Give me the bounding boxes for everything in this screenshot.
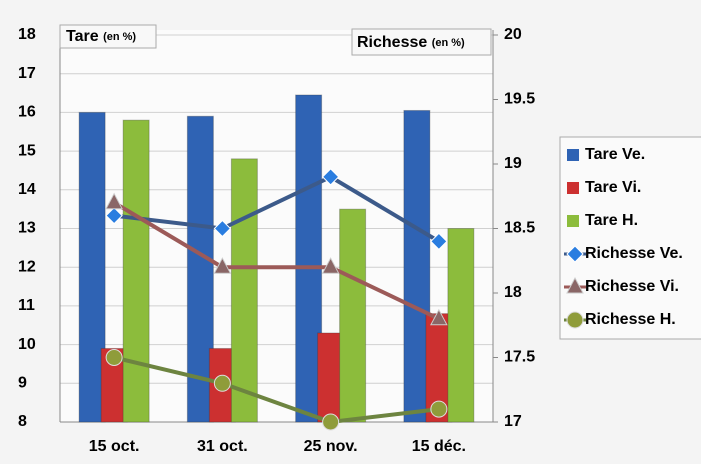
legend-box bbox=[559, 136, 701, 340]
marker bbox=[430, 308, 448, 326]
y2-tick-label: 17.5 bbox=[504, 349, 535, 366]
marker bbox=[213, 374, 231, 392]
legend-swatch bbox=[567, 182, 579, 194]
bar bbox=[230, 158, 258, 423]
legend-label: Tare H. bbox=[585, 212, 638, 229]
y-tick-label: 11 bbox=[18, 297, 35, 314]
marker bbox=[213, 257, 232, 274]
lines bbox=[105, 168, 448, 431]
bar bbox=[339, 208, 367, 423]
legend-label: Tare Vi. bbox=[585, 179, 641, 196]
legend-label: Richesse Ve. bbox=[585, 245, 683, 262]
y-tick-label: 14 bbox=[18, 181, 36, 198]
y-tick-label: 16 bbox=[18, 104, 36, 121]
y-tick-label: 10 bbox=[18, 336, 36, 353]
bar bbox=[186, 115, 214, 423]
legend: Tare Ve. Tare Vi. Tare H. Richesse Ve. Riche… bbox=[564, 146, 683, 329]
marker bbox=[430, 232, 448, 251]
y-tick-label: 12 bbox=[18, 258, 36, 275]
y2-label: Richesse (en %) bbox=[357, 34, 465, 51]
marker bbox=[105, 349, 123, 366]
y-label: Tare (en %) bbox=[66, 28, 136, 45]
y2-tick-label: 17 bbox=[504, 413, 522, 430]
y2-tick-label: 18.5 bbox=[504, 220, 535, 237]
y2-tick-label: 19.5 bbox=[504, 91, 535, 108]
y-tick-label: 9 bbox=[18, 375, 27, 392]
y2-label-box bbox=[351, 28, 492, 56]
y-tick-label: 15 bbox=[18, 142, 36, 159]
line bbox=[113, 174, 440, 244]
bar bbox=[317, 332, 345, 423]
line bbox=[113, 200, 440, 321]
marker bbox=[105, 192, 123, 210]
y2-tick-label: 20 bbox=[504, 26, 522, 43]
bar bbox=[122, 119, 150, 423]
x-tick-label: 15 déc. bbox=[412, 438, 466, 455]
legend-swatch bbox=[567, 215, 579, 227]
legend-swatch bbox=[567, 149, 579, 161]
x-tick-label: 25 nov. bbox=[304, 438, 358, 455]
y-tick-label: 13 bbox=[18, 220, 36, 237]
bar bbox=[447, 228, 475, 423]
line bbox=[113, 355, 440, 425]
bar bbox=[403, 109, 431, 423]
marker bbox=[566, 311, 584, 329]
marker bbox=[430, 400, 448, 418]
y-tick-label: 18 bbox=[18, 26, 36, 43]
y-tick-label: 17 bbox=[18, 65, 36, 82]
marker bbox=[322, 413, 340, 431]
marker bbox=[321, 168, 340, 186]
legend-label: Richesse H. bbox=[585, 311, 676, 328]
y-label-box bbox=[59, 24, 157, 49]
bar bbox=[78, 111, 106, 423]
y2-tick-label: 19 bbox=[504, 155, 522, 172]
bars bbox=[78, 94, 475, 423]
legend-label: Tare Ve. bbox=[585, 146, 645, 163]
marker bbox=[566, 245, 584, 263]
y-tick-label: 8 bbox=[18, 413, 27, 430]
y2-tick-label: 18 bbox=[504, 284, 522, 301]
bar bbox=[295, 94, 323, 423]
marker bbox=[213, 219, 232, 238]
marker bbox=[321, 257, 340, 274]
x-tick-label: 31 oct. bbox=[197, 438, 248, 455]
legend-label: Richesse Vi. bbox=[585, 278, 679, 295]
x-tick-label: 15 oct. bbox=[89, 438, 140, 455]
marker bbox=[105, 206, 123, 225]
marker bbox=[566, 276, 584, 294]
